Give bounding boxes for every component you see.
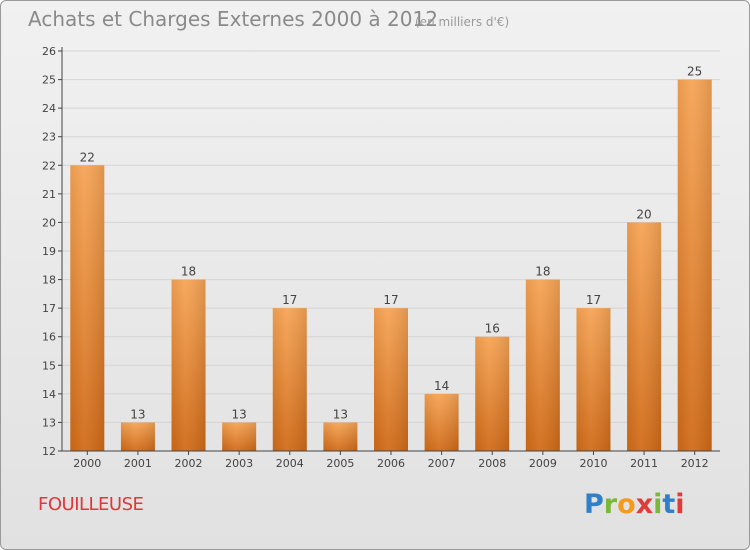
logo-letter: r: [603, 489, 618, 520]
bar-value-label: 13: [333, 407, 348, 421]
x-tick-label: 2001: [124, 457, 152, 470]
x-tick-label: 2007: [428, 457, 456, 470]
y-axis-ticks: 12 13 14 15 16 17 18 19 20 21 22 23 24 25 26: [42, 45, 62, 458]
logo-letter: t: [662, 489, 676, 520]
x-tick-label: 2000: [73, 457, 101, 470]
bar-shading: [222, 422, 257, 451]
proxiti-logo: Proxiti: [584, 489, 685, 520]
x-tick-label: 2003: [225, 457, 253, 470]
bar-value-label: 25: [687, 65, 702, 79]
bars: 22 13 18 13 17 13 17 14 16 18 17 20 25: [70, 65, 712, 452]
bar-value-label: 14: [434, 379, 449, 393]
y-tick-label: 14: [42, 388, 56, 401]
y-tick-label: 13: [42, 416, 56, 429]
y-tick-label: 15: [42, 359, 56, 372]
bar-shading: [171, 279, 206, 451]
bar-value-label: 20: [636, 207, 651, 221]
bar-shading: [475, 336, 510, 451]
logo-letter: o: [617, 489, 636, 520]
x-tick-label: 2008: [478, 457, 506, 470]
chart-unit: (en milliers d'€): [415, 15, 510, 29]
y-tick-label: 22: [42, 159, 56, 172]
bar-shading: [627, 222, 662, 451]
bar-shading: [120, 422, 155, 451]
bar-shading: [70, 165, 105, 452]
x-axis-ticks: 2000 2001 2002 2003 2004 2005 2006 2007 2008 2009…: [73, 451, 709, 470]
bar-shading: [374, 308, 408, 451]
x-tick-label: 2002: [175, 457, 203, 470]
bar-value-label: 17: [282, 293, 297, 307]
bar-shading: [272, 308, 307, 451]
bar-shading: [576, 308, 611, 451]
y-tick-label: 12: [42, 445, 56, 458]
x-tick-label: 2005: [326, 457, 354, 470]
x-tick-label: 2011: [630, 457, 658, 470]
bar-value-label: 16: [485, 322, 500, 336]
y-tick-label: 24: [42, 102, 56, 115]
logo-letter: P: [584, 489, 604, 520]
logo-letter: i: [675, 489, 685, 520]
bar-value-label: 17: [383, 293, 398, 307]
y-tick-label: 16: [42, 331, 56, 344]
bar-value-label: 17: [586, 293, 601, 307]
commune-name: FOUILLEUSE: [38, 494, 144, 515]
x-tick-label: 2009: [529, 457, 557, 470]
bar-value-label: 18: [181, 265, 196, 279]
bar-value-label: 13: [232, 407, 247, 421]
y-tick-label: 21: [42, 188, 56, 201]
y-tick-label: 23: [42, 131, 56, 144]
bar-shading: [323, 422, 358, 451]
bar-value-label: 22: [80, 150, 95, 164]
logo-letter: i: [653, 489, 663, 520]
x-tick-label: 2004: [276, 457, 304, 470]
x-tick-label: 2012: [681, 457, 709, 470]
y-tick-label: 20: [42, 216, 56, 229]
y-tick-label: 26: [42, 45, 56, 58]
y-tick-label: 18: [42, 274, 56, 287]
bar-shading: [677, 79, 712, 452]
logo-letter: x: [635, 489, 654, 520]
x-tick-label: 2006: [377, 457, 405, 470]
x-tick-label: 2010: [579, 457, 607, 470]
bar-shading: [424, 393, 459, 451]
bar-value-label: 13: [130, 407, 145, 421]
bar-value-label: 18: [535, 265, 550, 279]
y-tick-label: 17: [42, 302, 56, 315]
y-tick-label: 19: [42, 245, 56, 258]
y-tick-label: 25: [42, 74, 56, 87]
bar-shading: [525, 279, 560, 451]
chart-title: Achats et Charges Externes 2000 à 2012: [28, 7, 438, 31]
